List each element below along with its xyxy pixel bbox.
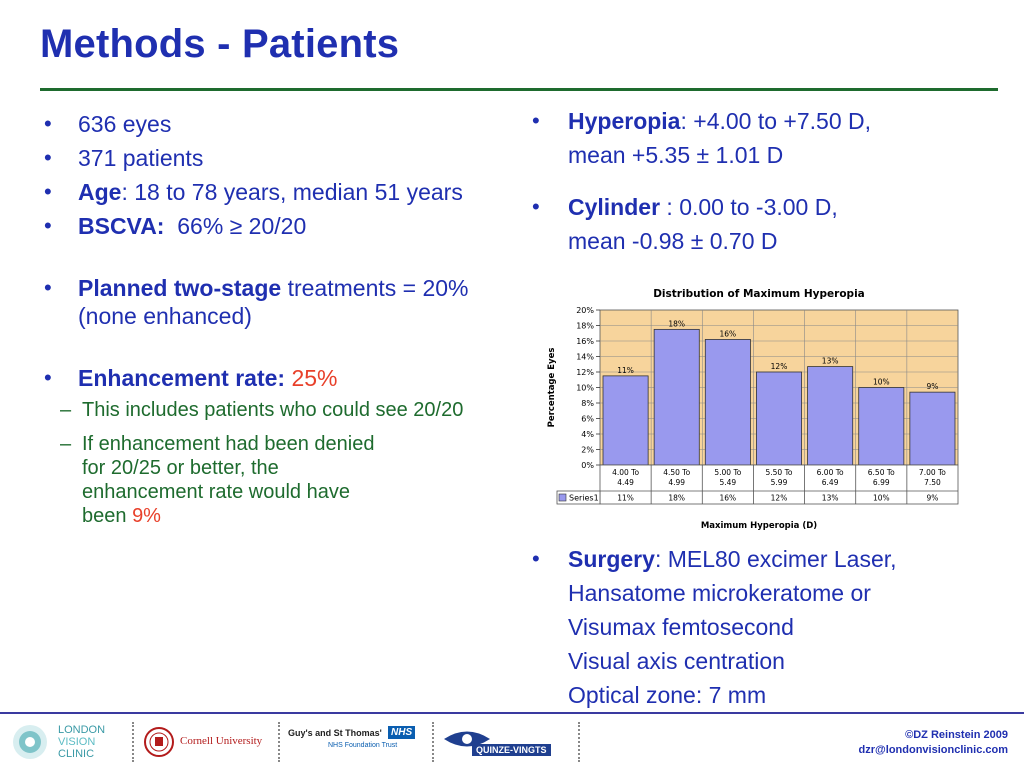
x-tick-label: 6.99: [873, 478, 890, 487]
bar-data-label: 10%: [873, 378, 890, 387]
x-tick-label: 6.50 To: [868, 468, 895, 477]
x-tick-label: 5.99: [771, 478, 788, 487]
y-tick-label: 18%: [576, 322, 594, 331]
lvc-emblem-icon: [13, 725, 47, 759]
x-tick-label: 7.00 To: [919, 468, 946, 477]
title-divider: [40, 88, 998, 91]
bullet-cylinder: Cylinder : 0.00 to -3.00 D, mean -0.98 ±…: [530, 190, 1000, 258]
table-value: 10%: [873, 494, 890, 503]
x-tick-label: 5.49: [720, 478, 737, 487]
page-title: Methods - Patients: [40, 22, 400, 66]
footer-separator: [578, 722, 580, 762]
bar: [909, 391, 956, 466]
table-value: 16%: [720, 494, 737, 503]
sub-bullet-denied: If enhancement had been denied for 20/25…: [40, 432, 382, 528]
bar: [653, 328, 700, 466]
x-tick-label: 5.00 To: [714, 468, 741, 477]
bullet-patients: 371 patients: [40, 144, 500, 172]
table-value: 9%: [926, 494, 938, 503]
data-table: [599, 464, 959, 505]
left-column: 636 eyes 371 patients Age: 18 to 78 year…: [40, 110, 500, 528]
copyright-text: ©DZ Reinstein 2009: [905, 729, 1008, 741]
bullet-age: Age: 18 to 78 years, median 51 years: [40, 178, 500, 206]
footer-separator: [432, 722, 434, 762]
table-value: 18%: [668, 494, 685, 503]
x-tick-label: 4.50 To: [663, 468, 690, 477]
footer-separator: [132, 722, 134, 762]
bar-data-label: 13%: [822, 357, 839, 366]
bullet-surgery: Surgery: MEL80 excimer Laser, Hansatome …: [530, 542, 1000, 712]
y-tick-label: 10%: [576, 384, 594, 393]
bar: [807, 366, 854, 466]
chart-title: Distribution of Maximum Hyperopia: [653, 288, 865, 300]
bar-data-label: 9%: [926, 382, 938, 391]
right-column: Hyperopia: +4.00 to +7.50 D, mean +5.35 …: [530, 104, 1000, 258]
y-tick-label: 0%: [581, 461, 594, 470]
footer-divider: [0, 712, 1024, 714]
table-value: 13%: [822, 494, 839, 503]
guys-nhs-logo: Guy's and St Thomas' NHS NHS Foundation …: [288, 726, 428, 762]
footer-copyright: ©DZ Reinstein 2009 dzr@londonvisionclini…: [859, 728, 1008, 758]
table-value: 12%: [771, 494, 788, 503]
x-tick-label: 4.49: [617, 478, 634, 487]
cornell-seal-icon: [144, 727, 174, 757]
bar: [704, 339, 751, 466]
y-tick-label: 2%: [581, 446, 594, 455]
x-tick-label: 6.49: [822, 478, 839, 487]
bullet-enhancement: Enhancement rate: 25%: [40, 364, 500, 392]
x-axis-label: Maximum Hyperopia (D): [701, 521, 817, 531]
surgery-block: Surgery: MEL80 excimer Laser, Hansatome …: [530, 542, 1000, 712]
y-tick-label: 20%: [576, 306, 594, 315]
hyperopia-chart: Distribution of Maximum Hyperopia 0% 2% 4% 6…: [547, 288, 959, 531]
bar-data-label: 12%: [771, 362, 788, 371]
y-tick-label: 8%: [581, 399, 594, 408]
y-axis-label: Percentage Eyes: [547, 348, 557, 428]
london-vision-clinic-logo: LONDON VISION CLINIC: [10, 722, 130, 762]
bar-data-label: 18%: [668, 319, 685, 328]
footer-separator: [278, 722, 280, 762]
sub-bullet-20-20: This includes patients who could see 20/…: [40, 398, 500, 422]
y-tick-label: 6%: [581, 415, 594, 424]
legend-swatch: [558, 493, 567, 502]
nhs-badge: NHS: [388, 726, 416, 739]
email-text[interactable]: dzr@londonvisionclinic.com: [858, 744, 1008, 756]
x-tick-label: 7.50: [924, 478, 941, 487]
bar: [602, 375, 649, 466]
x-tick-label: 4.99: [668, 478, 685, 487]
bullet-bscva: BSCVA: 66% ≥ 20/20: [40, 212, 500, 240]
legend-label: Series1: [569, 494, 599, 503]
y-tick-label: 12%: [576, 368, 594, 377]
y-tick-label: 4%: [581, 430, 594, 439]
bullet-eyes: 636 eyes: [40, 110, 500, 138]
quinze-vingts-logo: QUINZE-VINGTS: [442, 724, 572, 760]
cornell-logo: Cornell University: [144, 722, 274, 762]
bar-data-label: 16%: [720, 329, 737, 338]
table-value: 11%: [617, 494, 634, 503]
bar: [756, 371, 802, 466]
y-tick-label: 16%: [576, 337, 594, 346]
bar: [858, 387, 905, 466]
x-tick-label: 5.50 To: [766, 468, 793, 477]
x-tick-label: 6.00 To: [817, 468, 844, 477]
eye-icon: [444, 731, 490, 747]
bar-data-label: 11%: [617, 366, 634, 375]
legend-cell: [556, 490, 601, 505]
lvc-logo-text: LONDON VISION CLINIC: [58, 724, 106, 760]
x-tick-label: 4.00 To: [612, 468, 639, 477]
y-tick-label: 14%: [576, 353, 594, 362]
bullet-hyperopia: Hyperopia: +4.00 to +7.50 D, mean +5.35 …: [530, 104, 1000, 172]
bullet-planned: Planned two-stage treatments = 20% (none…: [40, 274, 500, 330]
